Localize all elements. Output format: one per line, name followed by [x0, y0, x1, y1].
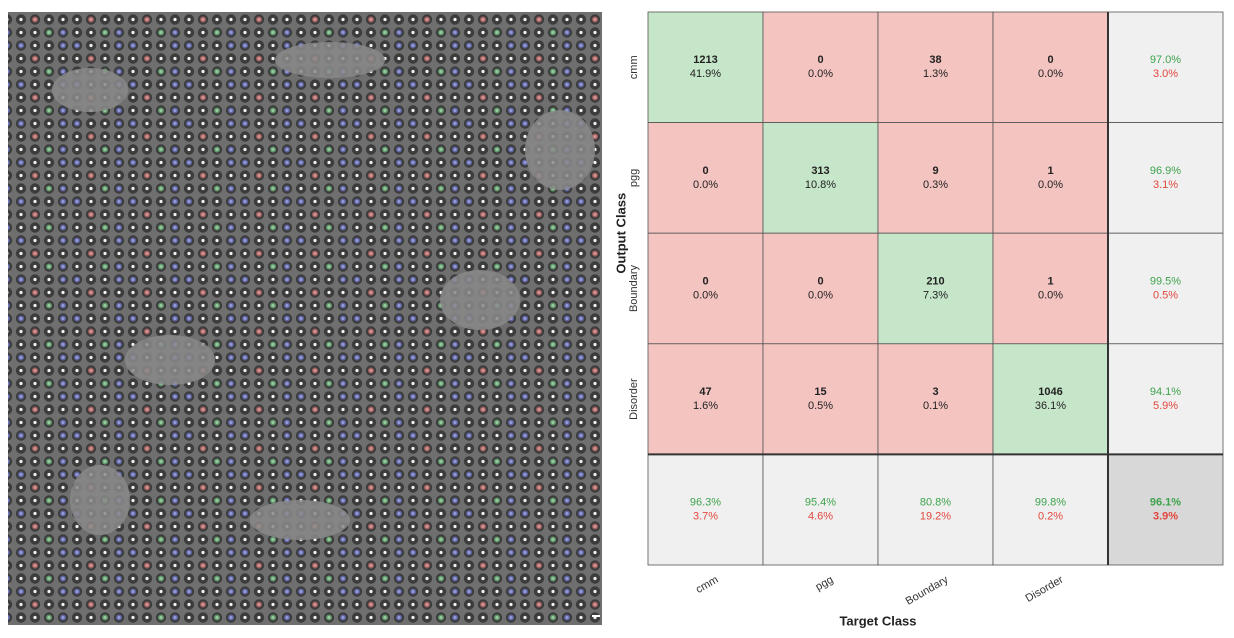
summary-good: 96.1%	[1150, 497, 1181, 509]
cell-count: 9	[932, 165, 938, 177]
cell-count: 0	[702, 275, 708, 287]
cell-count: 47	[699, 386, 711, 398]
summary-bad: 3.0%	[1153, 68, 1178, 80]
summary-bad: 19.2%	[920, 511, 951, 523]
cell-count: 0	[817, 275, 823, 287]
cell-count: 1046	[1038, 386, 1062, 398]
cell-count: 15	[814, 386, 826, 398]
cell-percent: 0.0%	[808, 289, 833, 301]
summary-good: 94.1%	[1150, 386, 1181, 398]
summary-bad: 5.9%	[1153, 400, 1178, 412]
cell-percent: 1.6%	[693, 400, 718, 412]
y-category-label: pgg	[628, 169, 640, 187]
cell-percent: 36.1%	[1035, 400, 1066, 412]
cell-percent: 0.0%	[693, 289, 718, 301]
y-category-label: cmm	[628, 55, 640, 79]
summary-good: 97.0%	[1150, 54, 1181, 66]
cell-count: 313	[811, 165, 829, 177]
cell-percent: 1.3%	[923, 68, 948, 80]
cell-count: 210	[926, 275, 944, 287]
summary-good: 80.8%	[920, 497, 951, 509]
cell-percent: 0.3%	[923, 179, 948, 191]
y-category-label: Disorder	[628, 378, 640, 420]
x-category-label: Boundary	[904, 573, 951, 607]
figure: 1213 41.9% 0 0.0% 38 1.3% 0 0.0% 0 0.0% 313 10.8% 9 0…	[0, 0, 1234, 633]
cell-percent: 0.5%	[808, 400, 833, 412]
page: {"chart_data": {"type": "confusion_matri…	[0, 0, 1234, 633]
cell-percent: 0.0%	[1038, 179, 1063, 191]
summary-bad: 3.1%	[1153, 179, 1178, 191]
cell-percent: 0.0%	[808, 68, 833, 80]
cell-count: 0	[702, 165, 708, 177]
summary-bad: 3.7%	[693, 511, 718, 523]
summary-good: 96.3%	[690, 497, 721, 509]
summary-good: 99.8%	[1035, 497, 1066, 509]
cell-count: 38	[929, 54, 941, 66]
summary-bad: 0.5%	[1153, 289, 1178, 301]
summary-bad: 3.9%	[1153, 511, 1178, 523]
confusion-matrix: 1213 41.9% 0 0.0% 38 1.3% 0 0.0% 0 0.0% 313 10.8% 9 0…	[613, 12, 1223, 628]
cell-percent: 0.0%	[693, 179, 718, 191]
cell-count: 1	[1047, 165, 1053, 177]
cell-count: 0	[817, 54, 823, 66]
cell-count: 1	[1047, 275, 1053, 287]
x-axis-title: Target Class	[839, 613, 916, 628]
micrograph	[8, 12, 602, 625]
cell-count: 0	[1047, 54, 1053, 66]
cell-count: 1213	[693, 54, 717, 66]
summary-bad: 0.2%	[1038, 511, 1063, 523]
y-axis-title: Output Class	[613, 193, 628, 274]
cell-percent: 41.9%	[690, 68, 721, 80]
summary-good: 96.9%	[1150, 165, 1181, 177]
x-category-label: Disorder	[1023, 574, 1065, 605]
cell-percent: 7.3%	[923, 289, 948, 301]
summary-good: 99.5%	[1150, 275, 1181, 287]
cell-percent: 0.0%	[1038, 289, 1063, 301]
x-category-label: pgg	[814, 574, 836, 594]
summary-bad: 4.6%	[808, 511, 833, 523]
summary-good: 95.4%	[805, 497, 836, 509]
cell-percent: 0.1%	[923, 400, 948, 412]
cell-count: 3	[932, 386, 938, 398]
x-category-label: cmm	[694, 574, 721, 596]
cell-percent: 0.0%	[1038, 68, 1063, 80]
cell-percent: 10.8%	[805, 179, 836, 191]
y-category-label: Boundary	[628, 264, 640, 312]
